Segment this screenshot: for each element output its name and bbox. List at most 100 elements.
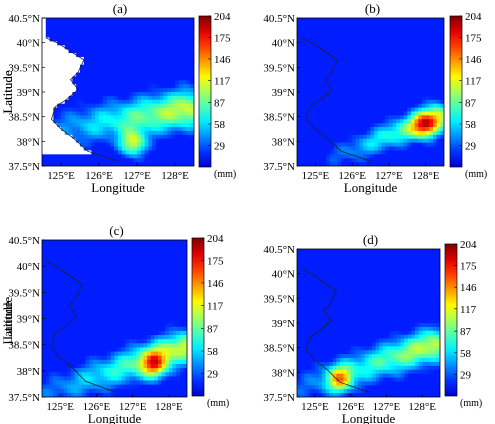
rainfall-cell [311, 393, 316, 397]
rainfall-cell [72, 103, 77, 109]
rainfall-cell [168, 268, 174, 274]
rainfall-cell [49, 380, 54, 386]
rainfall-cell [392, 88, 397, 93]
rainfall-cell [167, 88, 172, 93]
rainfall-cell [322, 330, 327, 336]
rainfall-cell [315, 53, 320, 58]
rainfall-cell [370, 103, 375, 109]
rainfall-cell [425, 146, 430, 152]
rainfall-cell [381, 53, 386, 58]
rainfall-cell [297, 41, 302, 46]
rainfall-cell [125, 359, 130, 365]
rainfall-cell [344, 33, 350, 39]
rainfall-cell [421, 103, 427, 109]
rainfall-cell [60, 392, 65, 397]
rainfall-cell [297, 60, 302, 66]
rainfall-cell [132, 297, 137, 303]
rainfall-cell [114, 351, 119, 357]
rainfall-cell [143, 388, 148, 394]
rainfall-cell [60, 244, 65, 249]
rainfall-cell [182, 64, 187, 70]
rainfall-cell [344, 146, 350, 152]
rainfall-cell [440, 18, 444, 23]
rainfall-cell [341, 162, 346, 166]
rainfall-cell [78, 297, 83, 303]
rainfall-cell [150, 301, 155, 307]
rainfall-cell [172, 380, 177, 386]
rainfall-cell [57, 150, 62, 155]
rainfall-cell [300, 45, 305, 50]
rainfall-cell [49, 351, 54, 357]
rainfall-cell [118, 322, 123, 328]
rainfall-cell [49, 154, 54, 159]
rainfall-cell [140, 37, 146, 42]
rainfall-cell [172, 273, 177, 278]
rainfall-cell [311, 342, 316, 347]
rainfall-cell [53, 150, 58, 155]
rainfall-cell [121, 252, 126, 258]
rainfall-cell [110, 264, 116, 270]
rainfall-cell [118, 372, 123, 377]
rainfall-cell [304, 99, 309, 105]
rainfall-cell [314, 377, 320, 383]
rainfall-cell [107, 322, 112, 328]
rainfall-cell [175, 21, 180, 27]
rainfall-cell [304, 280, 309, 285]
rainfall-cell [171, 37, 176, 42]
rainfall-cell [53, 76, 58, 81]
rainfall-cell [172, 252, 177, 258]
rainfall-cell [161, 264, 166, 270]
rainfall-cell [165, 335, 170, 340]
rainfall-cell [319, 56, 324, 62]
rainfall-cell [139, 244, 145, 249]
rainfall-cell [76, 103, 81, 109]
rainfall-cell [150, 285, 155, 291]
rainfall-cell [45, 335, 50, 340]
rainfall-cell [374, 25, 379, 31]
rainfall-cell [355, 103, 361, 109]
rainfall-cell [392, 150, 397, 155]
rainfall-cell [388, 18, 394, 23]
rainfall-cell [425, 33, 430, 39]
rainfall-cell [337, 134, 342, 140]
rainfall-cell [418, 142, 423, 148]
rainfall-cell [81, 260, 87, 266]
rainfall-cell [333, 49, 339, 54]
rainfall-cell [53, 130, 58, 136]
rainfall-cell [304, 68, 309, 74]
rainfall-cell [96, 260, 101, 266]
rainfall-cell [318, 346, 323, 351]
rainfall-cell [172, 330, 177, 336]
rainfall-cell [125, 88, 130, 93]
rainfall-cell [432, 127, 438, 132]
rainfall-cell [374, 76, 379, 81]
rainfall-cell [110, 335, 116, 340]
rainfall-cell [80, 134, 85, 140]
rainfall-cell [143, 318, 148, 324]
rainfall-cell [121, 343, 126, 349]
rainfall-cell [326, 80, 331, 85]
rainfall-cell [186, 72, 191, 78]
rainfall-cell [106, 53, 111, 58]
rainfall-cell [168, 359, 174, 365]
rainfall-cell [348, 107, 353, 113]
rainfall-cell [100, 289, 105, 295]
rainfall-cell [60, 281, 65, 287]
rainfall-cell [429, 56, 434, 62]
rainfall-cell [344, 76, 350, 81]
rainfall-cell [91, 127, 96, 132]
rainfall-cell [56, 318, 61, 324]
rainfall-cell [175, 33, 180, 39]
rainfall-cell [61, 127, 66, 132]
rainfall-cell [52, 260, 58, 266]
rainfall-cell [42, 363, 47, 369]
rainfall-cell [78, 248, 83, 253]
rainfall-cell [440, 25, 444, 31]
rainfall-cell [136, 339, 141, 344]
rainfall-cell [150, 380, 155, 386]
rainfall-cell [99, 158, 104, 163]
rainfall-cell [176, 244, 181, 249]
rainfall-cell [71, 355, 76, 361]
rainfall-cell [311, 350, 316, 355]
